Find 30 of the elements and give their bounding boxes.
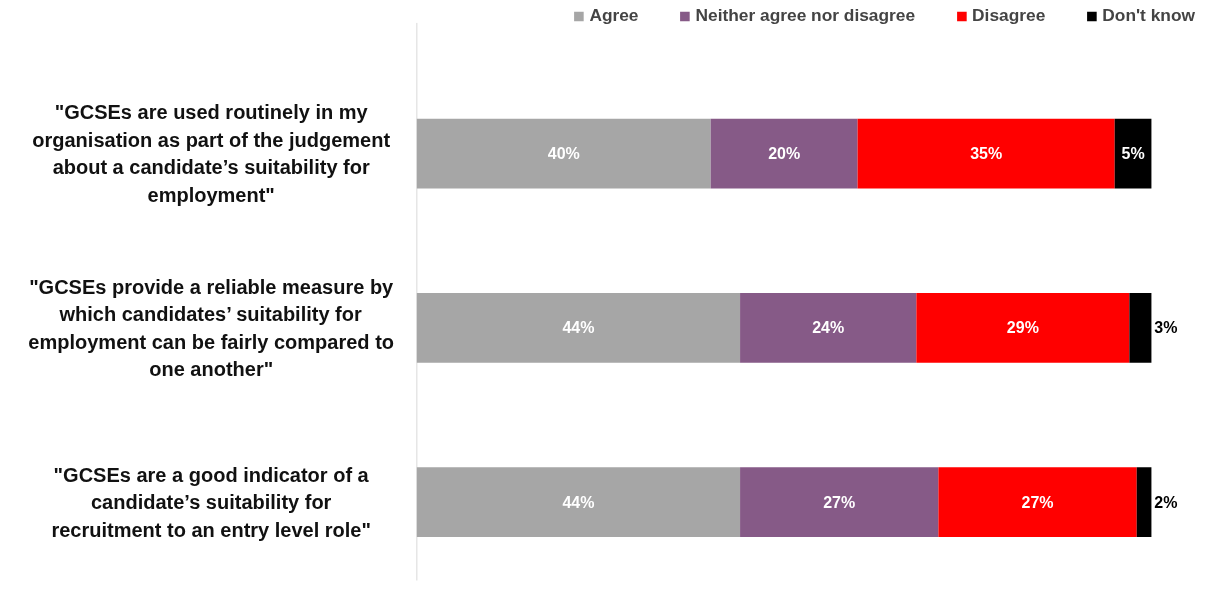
data-label: 2%: [1154, 493, 1178, 511]
bar: [938, 467, 1137, 537]
data-label: 20%: [768, 145, 801, 163]
bar: [740, 293, 917, 363]
bar: [416, 293, 741, 363]
data-label: 44%: [562, 319, 595, 337]
data-label: 5%: [1121, 145, 1145, 163]
data-label: 29%: [1006, 319, 1039, 337]
data-label: 3%: [1154, 319, 1178, 337]
bar: [857, 118, 1115, 189]
legend-label: Don't know: [1102, 5, 1195, 26]
data-label: 40%: [547, 145, 580, 163]
data-label: 35%: [970, 145, 1003, 163]
y-tick-label: "GCSEs are a good indicator of a candidate’s suitability for recruitment to an entry level role": [51, 463, 371, 541]
bar: [416, 118, 711, 189]
y-tick-label: "GCSEs are used routinely in my organisation as part of the judgement about a candidate’s suitability for employment": [32, 101, 391, 206]
legend-label: Agree: [589, 5, 639, 26]
legend-label: Disagree: [972, 5, 1046, 26]
data-label: 27%: [823, 493, 856, 511]
data-label: 44%: [562, 493, 595, 511]
legend-label: Neither agree nor disagree: [695, 5, 916, 26]
bar: [416, 467, 741, 537]
bar: [916, 293, 1130, 363]
bar: [1129, 293, 1152, 363]
data-label: 24%: [812, 319, 845, 337]
bar: [740, 467, 939, 537]
bar: [710, 118, 858, 189]
bar: [1136, 467, 1152, 537]
y-tick-label: "GCSEs provide a reliable measure by which candidates’ suitability for employment can be fairly compared to one another": [28, 275, 395, 381]
data-label: 27%: [1021, 493, 1054, 511]
